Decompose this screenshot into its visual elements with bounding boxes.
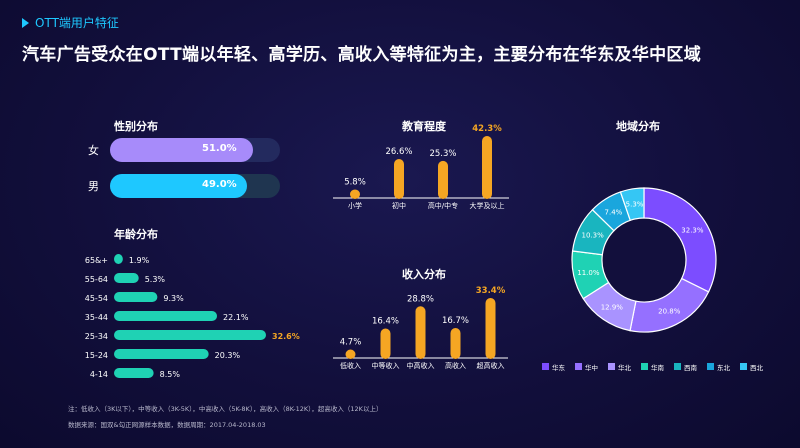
bar [380, 328, 391, 359]
age-bar [114, 254, 123, 264]
gender-row-male: 男 49.0% [88, 174, 280, 198]
gender-track-female: 51.0% [110, 138, 280, 162]
footnote-source: 数据来源：国双&勾正网源样本数据，数据周期：2017.04-2018.03 [68, 421, 266, 429]
donut-slice-label: 12.9% [601, 304, 624, 312]
donut-slice-label: 5.3% [626, 200, 644, 208]
legend-label: 西北 [750, 364, 764, 372]
bar-category-label: 超高收入 [477, 361, 505, 370]
region-chart-title: 地域分布 [616, 120, 660, 133]
footnote-income-note: 注：低收入（3K以下），中等收入（3K-5K），中高收入（5K-8K），高收入（… [68, 405, 383, 413]
education-chart-title: 教育程度 [402, 120, 446, 133]
legend-swatch [641, 363, 648, 370]
legend-label: 华东 [552, 363, 566, 372]
legend-label: 华北 [618, 363, 632, 372]
bar-category-label: 高收入 [445, 361, 466, 370]
bar-value-label: 42.3% [472, 124, 502, 134]
bar-value-label: 4.7% [340, 338, 362, 348]
age-bar-chart: 65&+ 1.9% 55-64 5.3% 45-54 9.3% 35-44 22.1% 25-3… [85, 254, 300, 379]
bar-category-label: 高中/中专 [428, 201, 458, 210]
bar-category-label: 小学 [348, 201, 362, 210]
gender-value-male: 49.0% [202, 179, 237, 190]
bar-value-label: 16.4% [372, 317, 399, 327]
age-category-label: 15-24 [85, 351, 108, 360]
bar-value-label: 5.8% [344, 177, 366, 187]
age-category-label: 25-34 [85, 332, 108, 341]
region-legend: 华东 华中 华北 华南 西南 东北 西北 [542, 363, 764, 372]
bar-value-label: 16.7% [442, 316, 469, 326]
bar-category-label: 大学及以上 [470, 201, 505, 210]
income-bar-chart: 4.7% 低收入 16.4% 中等收入 28.8% 中高收入 16.7% 高收入 33.4% 超高… [333, 286, 508, 370]
gender-bar-male [110, 174, 248, 198]
age-category-label: 65&+ [85, 256, 108, 265]
legend-swatch [575, 363, 582, 370]
donut-hole [603, 219, 685, 301]
gender-bar-female [110, 138, 254, 162]
section-header: OTT端用户特征 [22, 14, 119, 31]
legend-swatch [707, 363, 714, 370]
bar-value-label: 26.6% [385, 147, 412, 157]
donut-slice [643, 187, 717, 293]
bar-category-label: 中高收入 [407, 361, 435, 370]
age-value-label: 8.5% [160, 370, 181, 379]
age-value-label: 20.3% [215, 351, 241, 360]
bar-category-label: 初中 [392, 201, 406, 210]
gender-row-female: 女 51.0% [88, 138, 280, 162]
bar [415, 306, 426, 359]
bar [482, 136, 492, 199]
section-label: OTT端用户特征 [35, 16, 119, 30]
age-bar [114, 292, 158, 302]
donut-slice-label: 10.3% [582, 232, 605, 240]
gender-value-female: 51.0% [202, 143, 237, 154]
legend-label: 华中 [585, 363, 598, 372]
donut-slice-label: 32.3% [681, 226, 704, 234]
bar [485, 298, 496, 359]
legend-swatch [674, 363, 681, 370]
age-value-label: 5.3% [145, 275, 166, 284]
gender-label-male: 男 [88, 180, 99, 193]
education-bar-chart: 5.8% 小学 26.6% 初中 25.3% 高中/中专 42.3% 大学及以上 [333, 124, 509, 210]
age-bar [114, 368, 154, 378]
bar-value-label: 25.3% [429, 149, 456, 159]
bar-value-label: 28.8% [407, 294, 434, 304]
region-donut-chart: 32.3% 20.8% 12.9% 11.0% 10.3% 7.4%5.3% [571, 187, 717, 333]
age-value-label: 9.3% [163, 294, 184, 303]
bar-category-label: 低收入 [340, 361, 361, 370]
donut-slice-label: 20.8% [658, 308, 681, 316]
bar [450, 328, 461, 359]
gender-chart-title: 性别分布 [114, 120, 158, 133]
bar [438, 160, 448, 199]
bar [394, 159, 404, 199]
income-chart-title: 收入分布 [402, 268, 446, 281]
donut-slice-label: 7.4% [605, 208, 623, 216]
age-value-label: 1.9% [129, 256, 150, 265]
legend-swatch [740, 363, 747, 370]
donut-slice-label: 11.0% [577, 269, 600, 277]
legend-label: 西南 [684, 363, 698, 372]
age-bar [114, 330, 266, 340]
age-bar [114, 349, 209, 359]
age-value-label: 32.6% [272, 332, 300, 341]
age-bar [114, 311, 218, 321]
age-category-label: 35-44 [85, 313, 108, 322]
bar [345, 349, 356, 359]
gender-track-male: 49.0% [110, 174, 280, 198]
bar [350, 189, 360, 199]
triangle-marker-icon [22, 17, 29, 28]
legend-label: 东北 [717, 363, 731, 372]
legend-swatch [542, 363, 549, 370]
age-category-label: 4-14 [90, 370, 108, 379]
age-category-label: 45-54 [85, 294, 108, 303]
age-category-label: 55-64 [85, 275, 108, 284]
donut-slice [619, 187, 645, 222]
age-value-label: 22.1% [223, 313, 249, 322]
age-bar [114, 273, 139, 283]
legend-label: 华南 [651, 363, 665, 372]
gender-label-female: 女 [88, 144, 99, 157]
age-chart-title: 年龄分布 [114, 228, 158, 241]
page-title: 汽车广告受众在OTT端以年轻、高学历、高收入等特征为主，主要分布在华东及华中区域 [22, 45, 702, 65]
legend-swatch [608, 363, 615, 370]
bar-value-label: 33.4% [476, 286, 506, 296]
bar-category-label: 中等收入 [372, 361, 400, 370]
